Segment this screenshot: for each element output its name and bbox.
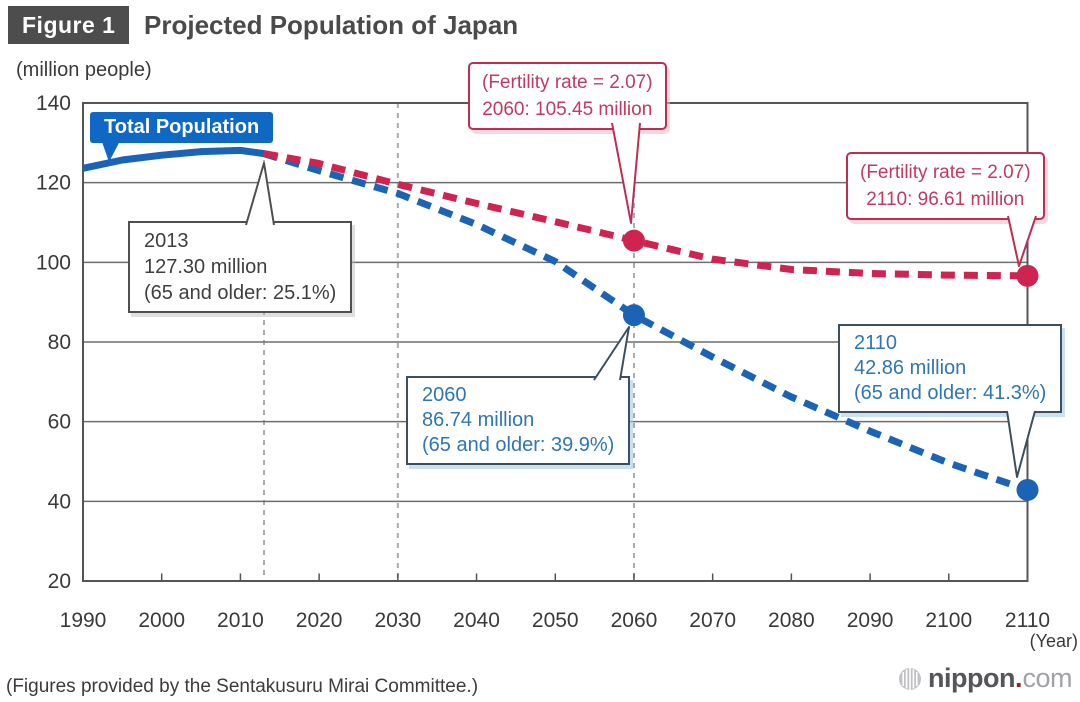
svg-text:2000: 2000 [138, 609, 185, 632]
callout-2013-share: (65 and older: 25.1%) [144, 282, 337, 304]
callout-2110-share: (65 and older: 41.3%) [854, 382, 1047, 404]
svg-text:40: 40 [48, 490, 71, 513]
page-title: Projected Population of Japan [144, 10, 519, 40]
svg-text:2070: 2070 [689, 609, 736, 632]
logo-dot: . [1014, 663, 1023, 693]
callout-2060-value: 86.74 million [422, 409, 535, 431]
total-population-legend: Total Population [90, 112, 274, 143]
logo-tld-text: com [1022, 663, 1072, 693]
svg-text:2050: 2050 [532, 609, 579, 632]
source-note: (Figures provided by the Sentakusuru Mir… [6, 676, 479, 697]
callout-fertility-2110: (Fertility rate = 2.07) 2110: 96.61 mill… [846, 152, 1045, 220]
callout-2060: 2060 86.74 million (65 and older: 39.9%) [406, 376, 631, 465]
svg-text:2010: 2010 [217, 609, 264, 632]
svg-text:140: 140 [36, 92, 71, 115]
nippon-logo: nippon. com [898, 663, 1072, 694]
svg-text:2020: 2020 [296, 609, 343, 632]
callout-fertility-2110-value: 2110: 96.61 million [866, 189, 1025, 210]
y-axis-unit-label: (million people) [16, 59, 152, 81]
svg-text:2080: 2080 [768, 609, 815, 632]
svg-text:2060: 2060 [611, 609, 658, 632]
svg-text:100: 100 [36, 251, 71, 274]
callout-2110-value: 42.86 million [854, 357, 967, 379]
svg-text:20: 20 [48, 570, 71, 593]
callout-2110-year: 2110 [854, 332, 898, 354]
svg-text:120: 120 [36, 172, 71, 195]
callout-fertility-2060-rate: (Fertility rate = 2.07) [482, 72, 653, 93]
x-axis-unit-label: (Year) [1029, 631, 1078, 651]
figure-label: Figure 1 [8, 6, 130, 44]
callout-2013: 2013 127.30 million (65 and older: 25.1%… [128, 221, 353, 313]
svg-text:2040: 2040 [453, 609, 500, 632]
svg-text:60: 60 [48, 411, 71, 434]
callout-fertility-2060-value: 2060: 105.45 million [482, 99, 653, 120]
callout-2013-value: 127.30 million [144, 256, 268, 278]
callout-fertility-2060: (Fertility rate = 2.07) 2060: 105.45 mil… [468, 62, 667, 130]
svg-text:1990: 1990 [60, 609, 107, 632]
svg-text:2090: 2090 [847, 609, 894, 632]
svg-text:2110: 2110 [1005, 609, 1050, 632]
callout-2060-share: (65 and older: 39.9%) [422, 434, 615, 456]
globe-icon [899, 667, 921, 690]
callout-2013-year: 2013 [144, 230, 189, 252]
logo-brand-text: nippon [928, 663, 1015, 693]
callout-2060-year: 2060 [422, 384, 467, 406]
svg-text:80: 80 [48, 331, 71, 354]
callout-2110: 2110 42.86 million (65 and older: 41.3%) [838, 324, 1063, 413]
svg-text:2100: 2100 [925, 609, 972, 632]
svg-text:2030: 2030 [374, 609, 421, 632]
callout-fertility-2110-rate: (Fertility rate = 2.07) [860, 162, 1031, 183]
